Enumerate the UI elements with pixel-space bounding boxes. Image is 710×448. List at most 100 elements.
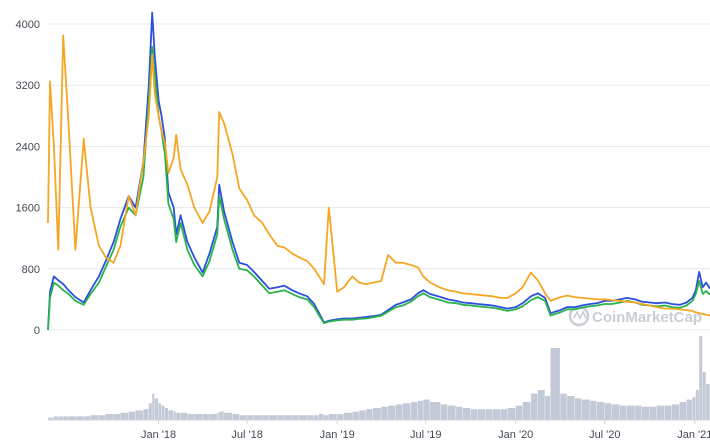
volume-bar xyxy=(359,410,366,420)
y-tick-label: 2400 xyxy=(16,141,40,153)
volume-bar xyxy=(649,406,657,420)
volume-bar xyxy=(154,398,159,420)
series-line xyxy=(47,11,710,331)
volume-bar xyxy=(48,417,50,420)
volume-bar xyxy=(706,384,710,420)
volume-bar xyxy=(423,399,430,420)
volume-bar xyxy=(515,405,523,420)
volume-bar xyxy=(209,414,217,420)
volume-bar xyxy=(656,405,665,420)
volume-bar xyxy=(292,415,299,420)
volume-bar xyxy=(702,372,706,420)
series-lines xyxy=(47,11,710,331)
volume-bar xyxy=(692,397,696,420)
volume-bar xyxy=(344,412,352,420)
x-tick-label: Jul '20 xyxy=(589,429,620,441)
volume-bar xyxy=(319,414,324,420)
y-tick-label: 4000 xyxy=(16,19,40,31)
volume-bar xyxy=(402,403,411,420)
volume-bar xyxy=(417,400,423,420)
volume-bar xyxy=(152,393,155,420)
volume-bar xyxy=(462,408,471,420)
gridlines xyxy=(48,23,710,331)
volume-bar xyxy=(574,398,582,420)
volume-bar xyxy=(507,408,516,420)
x-tick-label: Jan '20 xyxy=(498,429,533,441)
volume-bar xyxy=(567,396,575,420)
volume-bars xyxy=(48,336,710,420)
y-tick-label: 800 xyxy=(22,264,40,276)
volume-bar xyxy=(664,405,672,420)
x-tick-label: Jul '19 xyxy=(410,429,441,441)
volume-bar xyxy=(247,415,254,420)
volume-bar xyxy=(113,414,121,420)
volume-bar xyxy=(239,415,247,420)
volume-bar xyxy=(381,406,388,420)
volume-bar xyxy=(430,402,441,420)
volume-bar xyxy=(537,390,545,420)
x-tick-label: Jan '19 xyxy=(320,429,355,441)
volume-bar xyxy=(695,390,699,420)
volume-bar xyxy=(477,409,486,420)
watermark-text: CoinMarketCap xyxy=(592,309,702,326)
volume-bar xyxy=(168,410,174,420)
volume-bar xyxy=(224,412,233,420)
volume-bar xyxy=(173,411,176,420)
volume-bar xyxy=(626,405,635,420)
volume-bar xyxy=(596,402,605,420)
volume-bar xyxy=(253,415,262,420)
x-tick-label: Jan '21 xyxy=(677,429,710,441)
volume-bar xyxy=(277,415,284,420)
series-line xyxy=(47,34,710,317)
volume-bar xyxy=(611,404,620,420)
volume-bar xyxy=(49,417,54,420)
volume-bar xyxy=(269,415,278,420)
volume-bar xyxy=(530,393,538,420)
volume-bar xyxy=(470,409,478,420)
volume-bar xyxy=(440,404,448,420)
volume-bar xyxy=(90,415,99,420)
volume-bar xyxy=(75,416,84,420)
volume-bar xyxy=(143,409,149,420)
volume-bar xyxy=(176,412,181,420)
y-axis-ticks: 0 800 1600 2400 3200 4000 xyxy=(16,19,40,337)
volume-bar xyxy=(500,409,508,420)
x-tick-label: Jul '18 xyxy=(231,429,262,441)
volume-bar xyxy=(262,415,269,420)
series-line xyxy=(47,46,710,331)
volume-bar xyxy=(161,405,165,420)
y-tick-label: 3200 xyxy=(16,80,40,92)
volume-bar xyxy=(164,408,168,420)
volume-bar xyxy=(456,406,463,420)
y-tick-label: 1600 xyxy=(16,203,40,215)
volume-bar xyxy=(148,403,152,420)
volume-bar xyxy=(686,399,692,420)
volume-bar xyxy=(232,414,239,420)
volume-bar xyxy=(328,414,337,420)
volume-bar xyxy=(699,336,703,420)
volume-bar xyxy=(63,416,69,420)
volume-bar xyxy=(366,409,373,420)
y-tick-label: 0 xyxy=(34,325,40,337)
volume-bar xyxy=(635,405,642,420)
volume-bar xyxy=(158,403,162,420)
volume-bar xyxy=(641,406,650,420)
volume-bar xyxy=(671,404,680,420)
volume-bar xyxy=(53,416,58,420)
volume-bar xyxy=(83,416,91,420)
volume-bar xyxy=(120,412,129,420)
volume-bar xyxy=(560,393,567,420)
volume-bar xyxy=(485,409,493,420)
volume-bar xyxy=(217,412,219,420)
volume-bar xyxy=(299,415,307,420)
volume-bar xyxy=(284,415,292,420)
volume-bar xyxy=(604,403,612,420)
x-tick-label: Jan '18 xyxy=(141,429,176,441)
volume-bar xyxy=(619,405,627,420)
volume-bar xyxy=(545,396,551,420)
volume-bar xyxy=(522,402,531,420)
volume-bar xyxy=(58,416,63,420)
volume-bar xyxy=(388,405,396,420)
volume-bar xyxy=(314,415,319,420)
